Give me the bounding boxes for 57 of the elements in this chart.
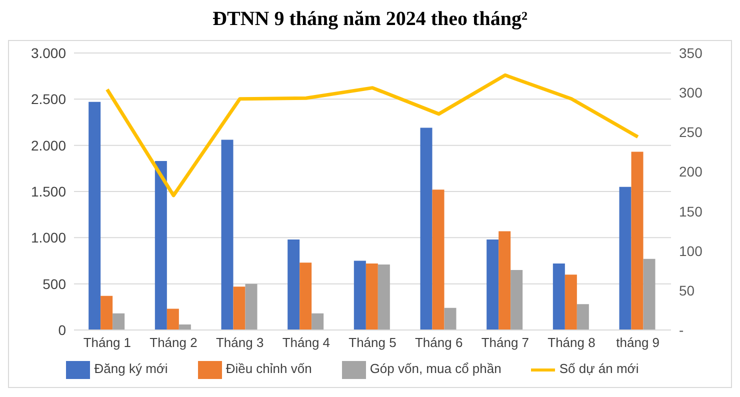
chart-title: ĐTNN 9 tháng năm 2024 theo tháng² — [212, 8, 528, 32]
bar — [444, 308, 456, 330]
y2-tick-label: 200 — [679, 164, 703, 180]
y-tick-label: 2.000 — [30, 137, 66, 154]
bar — [366, 264, 378, 330]
bar — [100, 296, 113, 330]
bar — [354, 260, 366, 330]
x-tick-label: Tháng 6 — [414, 335, 463, 350]
legend-label: Điều chỉnh vốn — [226, 361, 312, 376]
y2-tick-label: - — [679, 322, 684, 338]
y-tick-label: 1.000 — [30, 230, 66, 246]
bar — [510, 270, 523, 330]
x-tick-label: Tháng 1 — [83, 335, 132, 350]
y2-tick-label: 300 — [679, 84, 703, 101]
bar — [112, 313, 125, 330]
bar — [312, 313, 324, 330]
bar — [245, 284, 258, 330]
legend-label: Số dự án mới — [559, 361, 639, 376]
bar — [233, 286, 246, 330]
x-tick-label: Tháng 2 — [150, 335, 198, 350]
y-tick-label: 2.500 — [30, 91, 66, 108]
bar — [631, 152, 644, 330]
legend-label: Góp vốn, mua cổ phần — [370, 361, 502, 376]
x-tick-label: Tháng 7 — [481, 335, 530, 350]
bar — [619, 186, 632, 330]
bar — [378, 264, 390, 330]
bar — [564, 274, 577, 330]
legend-label: Đăng ký mới — [94, 361, 168, 376]
bar — [166, 308, 179, 330]
bar — [420, 128, 432, 330]
bar — [552, 264, 565, 330]
bar — [486, 240, 499, 330]
y-tick-label: 0 — [58, 322, 66, 338]
bar — [300, 262, 312, 330]
y2-tick-label: 150 — [679, 203, 703, 220]
y-tick-label: 1.500 — [30, 183, 66, 200]
x-tick-label: Tháng 3 — [216, 335, 264, 350]
y2-tick-label: 250 — [679, 124, 703, 140]
x-tick-label: Tháng 8 — [548, 335, 596, 350]
bar — [88, 102, 101, 330]
bar — [432, 190, 444, 330]
bar — [576, 304, 589, 330]
x-tick-label: Tháng 5 — [348, 335, 396, 350]
x-tick-label: Tháng 4 — [282, 335, 330, 350]
bar — [643, 258, 656, 330]
bar — [498, 231, 511, 330]
y-tick-label: 3.000 — [30, 44, 66, 61]
y-tick-label: 500 — [42, 276, 66, 292]
bar — [221, 140, 234, 330]
bar — [288, 240, 300, 330]
line-series — [105, 73, 640, 198]
bar — [178, 324, 191, 330]
y2-tick-label: 50 — [679, 282, 695, 298]
y2-tick-label: 100 — [679, 242, 703, 259]
x-tick-label: tháng 9 — [616, 335, 660, 350]
y2-tick-label: 350 — [679, 44, 703, 61]
bar — [154, 161, 167, 330]
